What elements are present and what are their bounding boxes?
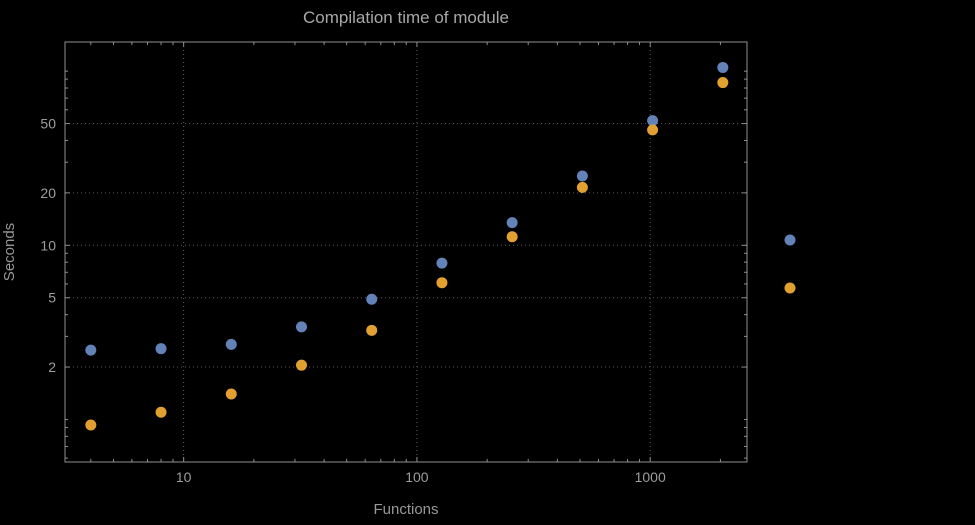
data-point-blue bbox=[295, 321, 307, 333]
data-point-blue bbox=[647, 115, 659, 127]
data-point-blue bbox=[506, 217, 518, 229]
data-point-blue bbox=[366, 293, 378, 305]
y-axis-label: Seconds bbox=[1, 223, 18, 281]
data-point-orange bbox=[436, 277, 448, 289]
legend bbox=[784, 234, 796, 294]
axis-layer: 10 100 1000 2 5 10 20 50 bbox=[40, 41, 748, 485]
data-point-orange bbox=[366, 324, 378, 336]
data-point-orange bbox=[225, 388, 237, 400]
y-tick-label: 5 bbox=[48, 290, 56, 306]
x-tick-label: 10 bbox=[176, 469, 192, 485]
data-point-orange bbox=[155, 406, 167, 418]
legend-marker-blue bbox=[784, 234, 796, 246]
data-point-orange bbox=[576, 181, 588, 193]
data-point-orange bbox=[85, 419, 97, 431]
data-point-blue bbox=[155, 343, 167, 355]
grid-layer bbox=[65, 42, 747, 462]
data-point-blue bbox=[576, 170, 588, 182]
y-tick-label: 20 bbox=[40, 185, 56, 201]
x-axis-label: Functions bbox=[373, 501, 438, 518]
data-point-orange bbox=[506, 231, 518, 243]
data-point-orange bbox=[717, 77, 729, 89]
data-point-blue bbox=[85, 344, 97, 356]
data-point-orange bbox=[295, 359, 307, 371]
plot-frame bbox=[64, 41, 748, 463]
data-point-orange bbox=[647, 124, 659, 136]
x-tick-label: 100 bbox=[405, 469, 429, 485]
y-tick-label: 10 bbox=[40, 237, 56, 253]
legend-marker-orange bbox=[784, 282, 796, 294]
data-point-blue bbox=[436, 257, 448, 269]
y-tick-label: 50 bbox=[40, 116, 56, 132]
chart-title: Compilation time of module bbox=[303, 8, 509, 27]
x-tick-label: 1000 bbox=[635, 469, 666, 485]
y-tick-label: 2 bbox=[48, 359, 56, 375]
data-point-blue bbox=[717, 61, 729, 73]
points-layer bbox=[85, 61, 729, 431]
data-point-blue bbox=[225, 338, 237, 350]
